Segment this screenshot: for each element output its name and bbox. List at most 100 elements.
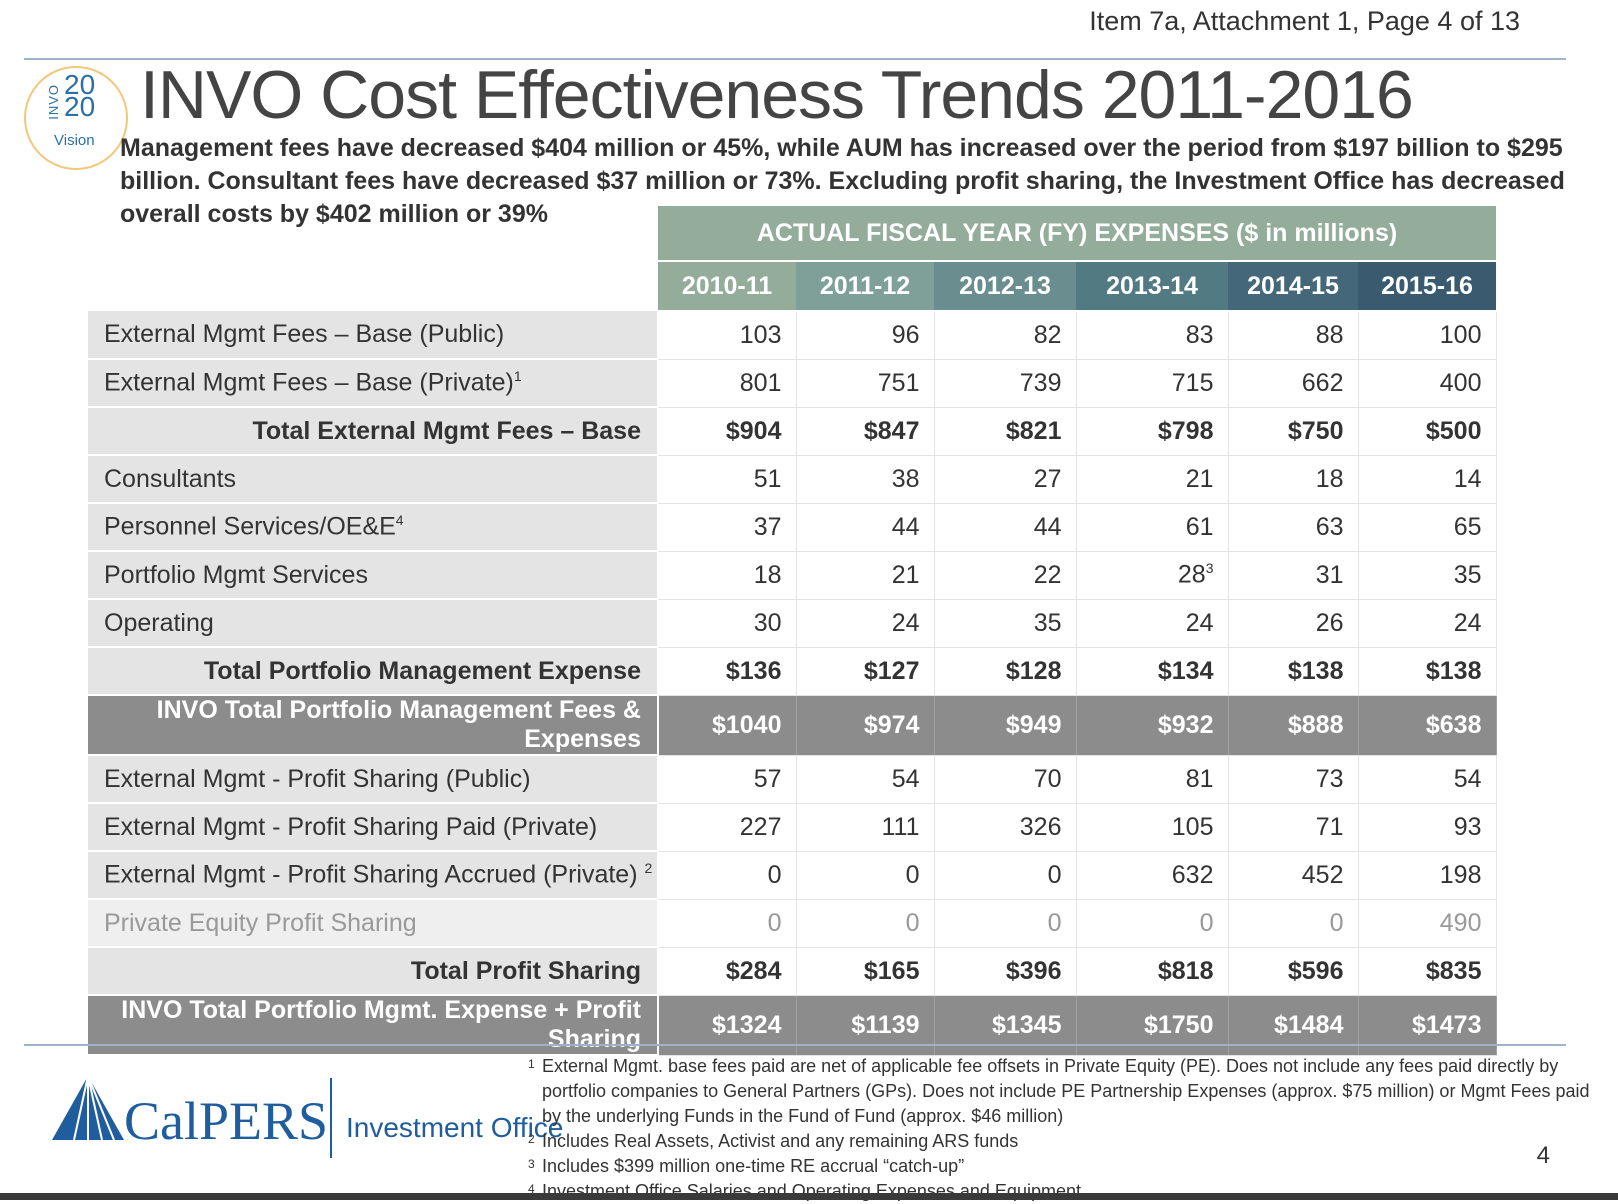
row-label-text: External Mgmt Fees – Base (Private) xyxy=(104,368,514,397)
value-text: 35 xyxy=(1033,608,1062,637)
value-text: 70 xyxy=(1033,764,1062,793)
row-label: Portfolio Mgmt Services xyxy=(88,551,659,600)
value-text: 662 xyxy=(1301,368,1344,397)
value-text: 51 xyxy=(753,464,782,493)
value-text: 44 xyxy=(891,512,920,541)
value-text: 452 xyxy=(1301,860,1344,889)
value-cell: $500 xyxy=(1358,407,1497,456)
value-text: $1345 xyxy=(991,1010,1062,1039)
value-text: $128 xyxy=(1005,656,1062,685)
footnote: 2 Includes Real Assets, Activist and any … xyxy=(528,1129,1598,1154)
value-cell: 801 xyxy=(658,359,797,408)
value-text: 81 xyxy=(1185,764,1214,793)
calpers-wordmark: CalPERS xyxy=(124,1091,329,1151)
value-cell: $1139 xyxy=(796,995,935,1056)
value-cell: 81 xyxy=(1076,755,1229,804)
row-label-text: INVO Total Portfolio Mgmt. Expense + Pro… xyxy=(121,996,641,1053)
year-header-row: 2010-11 2011-12 2012-13 2013-14 2014-15 2015-… xyxy=(88,261,1496,312)
value-cell: 54 xyxy=(1358,755,1497,804)
value-cell: 24 xyxy=(1358,599,1497,648)
value-text: 88 xyxy=(1315,320,1344,349)
value-cell: 82 xyxy=(934,311,1077,360)
table-row: External Mgmt Fees – Base (Public) 103 96 8… xyxy=(88,311,1497,360)
value-text: 22 xyxy=(1033,560,1062,589)
value-text: 801 xyxy=(739,368,782,397)
value-text: 0 xyxy=(767,908,782,937)
expenses-table: ACTUAL FISCAL YEAR (FY) EXPENSES ($ in m… xyxy=(88,206,1497,1056)
value-cell: 632 xyxy=(1076,851,1229,900)
value-cell: 21 xyxy=(796,551,935,600)
value-cell: 83 xyxy=(1076,311,1229,360)
table-row: INVO Total Portfolio Mgmt. Expense + Pro… xyxy=(88,995,1497,1056)
table-row: Total External Mgmt Fees – Base $904 $847 $… xyxy=(88,407,1497,456)
footnotes: 1 External Mgmt. base fees paid are net o… xyxy=(528,1054,1598,1204)
table-row: External Mgmt Fees – Base (Private)1 801 7… xyxy=(88,359,1497,408)
value-cell: $1750 xyxy=(1076,995,1229,1056)
value-cell: $974 xyxy=(796,695,935,756)
value-cell: $847 xyxy=(796,407,935,456)
value-cell: 283 xyxy=(1076,551,1229,600)
value-cell: $932 xyxy=(1076,695,1229,756)
value-cell: 227 xyxy=(658,803,797,852)
value-cell: 37 xyxy=(658,503,797,552)
value-cell: $138 xyxy=(1358,647,1497,696)
year-header: 2013-14 xyxy=(1076,261,1228,312)
value-cell: 44 xyxy=(796,503,935,552)
calpers-mountain-icon xyxy=(52,1075,124,1141)
value-text: $134 xyxy=(1157,656,1214,685)
group-header-row: ACTUAL FISCAL YEAR (FY) EXPENSES ($ in m… xyxy=(88,206,1496,262)
bottom-bar xyxy=(0,1193,1618,1200)
value-cell: $136 xyxy=(658,647,797,696)
value-cell: 105 xyxy=(1076,803,1229,852)
value-cell: $888 xyxy=(1228,695,1359,756)
value-cell: $1484 xyxy=(1228,995,1359,1056)
table-row: External Mgmt - Profit Sharing Accrued (… xyxy=(88,851,1497,900)
value-text: $798 xyxy=(1157,416,1214,445)
footnote-text: Includes $399 million one-time RE accrua… xyxy=(542,1156,965,1176)
value-cell: 103 xyxy=(658,311,797,360)
row-label-text: External Mgmt - Profit Sharing Paid (Pri… xyxy=(104,812,598,841)
page-title: INVO Cost Effectiveness Trends 2011-2016 xyxy=(140,57,1414,133)
value-text: 21 xyxy=(1185,464,1214,493)
value-text: $974 xyxy=(863,710,920,739)
value-text: $396 xyxy=(1005,956,1062,985)
footnote-number: 1 xyxy=(528,1057,535,1071)
value-text: 37 xyxy=(753,512,782,541)
value-cell: $798 xyxy=(1076,407,1229,456)
value-cell: 30 xyxy=(658,599,797,648)
value-cell: 88 xyxy=(1228,311,1359,360)
value-cell: 93 xyxy=(1358,803,1497,852)
value-text: $1139 xyxy=(851,1010,920,1039)
value-cell: 0 xyxy=(658,851,797,900)
value-cell: $818 xyxy=(1076,947,1229,996)
value-text: 105 xyxy=(1171,812,1214,841)
row-label: External Mgmt - Profit Sharing Paid (Pri… xyxy=(88,803,659,852)
value-cell: $1345 xyxy=(934,995,1077,1056)
value-text: 93 xyxy=(1453,812,1482,841)
value-text: 24 xyxy=(1185,608,1214,637)
value-cell: 0 xyxy=(1228,899,1359,948)
value-cell: 31 xyxy=(1228,551,1359,600)
value-text: 326 xyxy=(1019,812,1062,841)
table-row: External Mgmt - Profit Sharing (Public) 5… xyxy=(88,755,1497,804)
value-cell: $949 xyxy=(934,695,1077,756)
footnote-mark: 2 xyxy=(644,860,653,877)
value-text: $138 xyxy=(1287,656,1344,685)
value-text: $165 xyxy=(863,956,920,985)
value-text: 24 xyxy=(891,608,920,637)
value-cell: 18 xyxy=(1228,455,1359,504)
value-cell: 24 xyxy=(796,599,935,648)
value-text: 44 xyxy=(1033,512,1062,541)
value-text: 54 xyxy=(891,764,920,793)
value-cell: 400 xyxy=(1358,359,1497,408)
value-text: 400 xyxy=(1439,368,1482,397)
invo-2020-vision-logo: INVO 20 20 Vision xyxy=(24,66,128,170)
value-cell: 44 xyxy=(934,503,1077,552)
table-row: INVO Total Portfolio Management Fees & E… xyxy=(88,695,1497,756)
value-cell: 51 xyxy=(658,455,797,504)
value-cell: $396 xyxy=(934,947,1077,996)
value-cell: 0 xyxy=(934,899,1077,948)
year-header: 2015-16 xyxy=(1358,261,1496,312)
page-number: 4 xyxy=(1536,1142,1550,1169)
value-text: $284 xyxy=(725,956,782,985)
